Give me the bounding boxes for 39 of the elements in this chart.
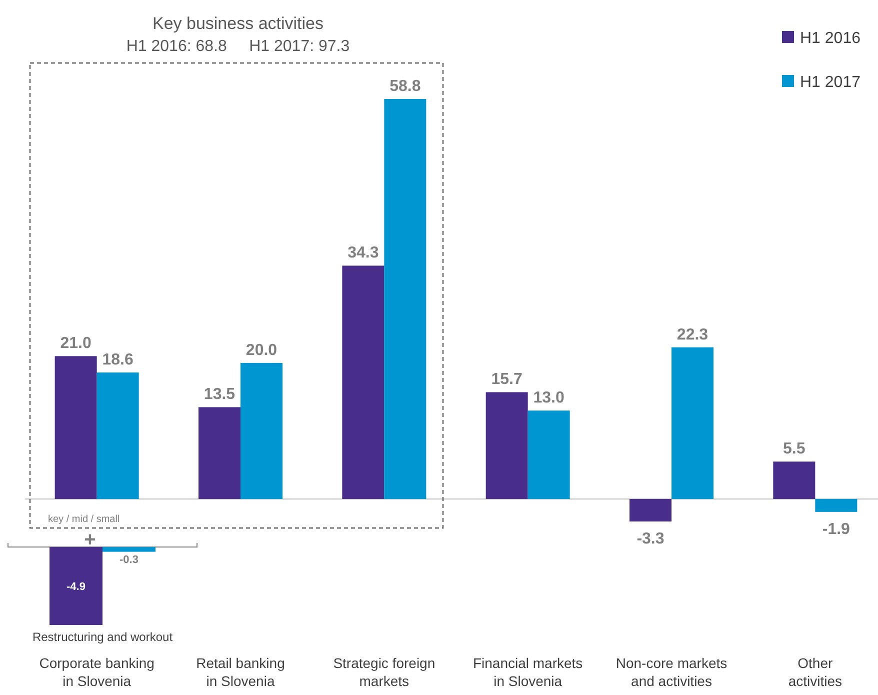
data-label: 15.7 <box>491 371 523 388</box>
data-label: 13.0 <box>533 390 565 407</box>
bar <box>54 356 97 499</box>
legend-label: H1 2016 <box>800 30 861 47</box>
bar <box>773 462 816 499</box>
bar <box>815 499 858 512</box>
x-tick-label: Financial markets in Slovenia <box>472 655 583 689</box>
x-axis-title: Restructuring and workout <box>32 630 174 644</box>
data-label: -3.3 <box>636 530 664 548</box>
x-tick-label: Retail banking in Slovenia <box>196 655 285 689</box>
annotation: key / mid / small <box>48 514 120 525</box>
data-label: -1.9 <box>822 520 850 538</box>
data-label: 20.0 <box>246 342 278 359</box>
bar <box>630 499 672 522</box>
data-label: 5.5 <box>783 440 806 458</box>
data-label: 18.6 <box>102 351 134 368</box>
text: Key business activities <box>152 14 324 33</box>
bar <box>240 362 282 499</box>
text: H1 2016: 68.8 H1 2017: 97.3 <box>126 38 350 55</box>
bar <box>96 372 139 499</box>
bar <box>528 410 570 499</box>
data-label: 34.3 <box>348 244 379 262</box>
data-label: 13.5 <box>204 386 236 404</box>
bar <box>486 392 528 499</box>
x-tick-label: Corporate banking in Slovenia <box>39 655 154 689</box>
x-tick-label: Strategic foreign markets <box>333 655 436 689</box>
bar <box>342 266 384 499</box>
data-label: -0.3 <box>120 554 138 566</box>
legend-label: H1 2017 <box>800 74 861 91</box>
data-label: -4.9 <box>66 581 86 593</box>
annotation: + <box>84 529 96 551</box>
data-label: 58.8 <box>390 78 421 95</box>
x-tick-label: Other activities <box>788 655 842 689</box>
x-tick-label: Non-core markets and activities <box>616 655 728 689</box>
bar <box>672 347 714 499</box>
data-label: 21.0 <box>60 335 92 352</box>
bar <box>198 407 240 499</box>
data-label: 22.3 <box>676 326 708 344</box>
bar <box>384 99 426 499</box>
